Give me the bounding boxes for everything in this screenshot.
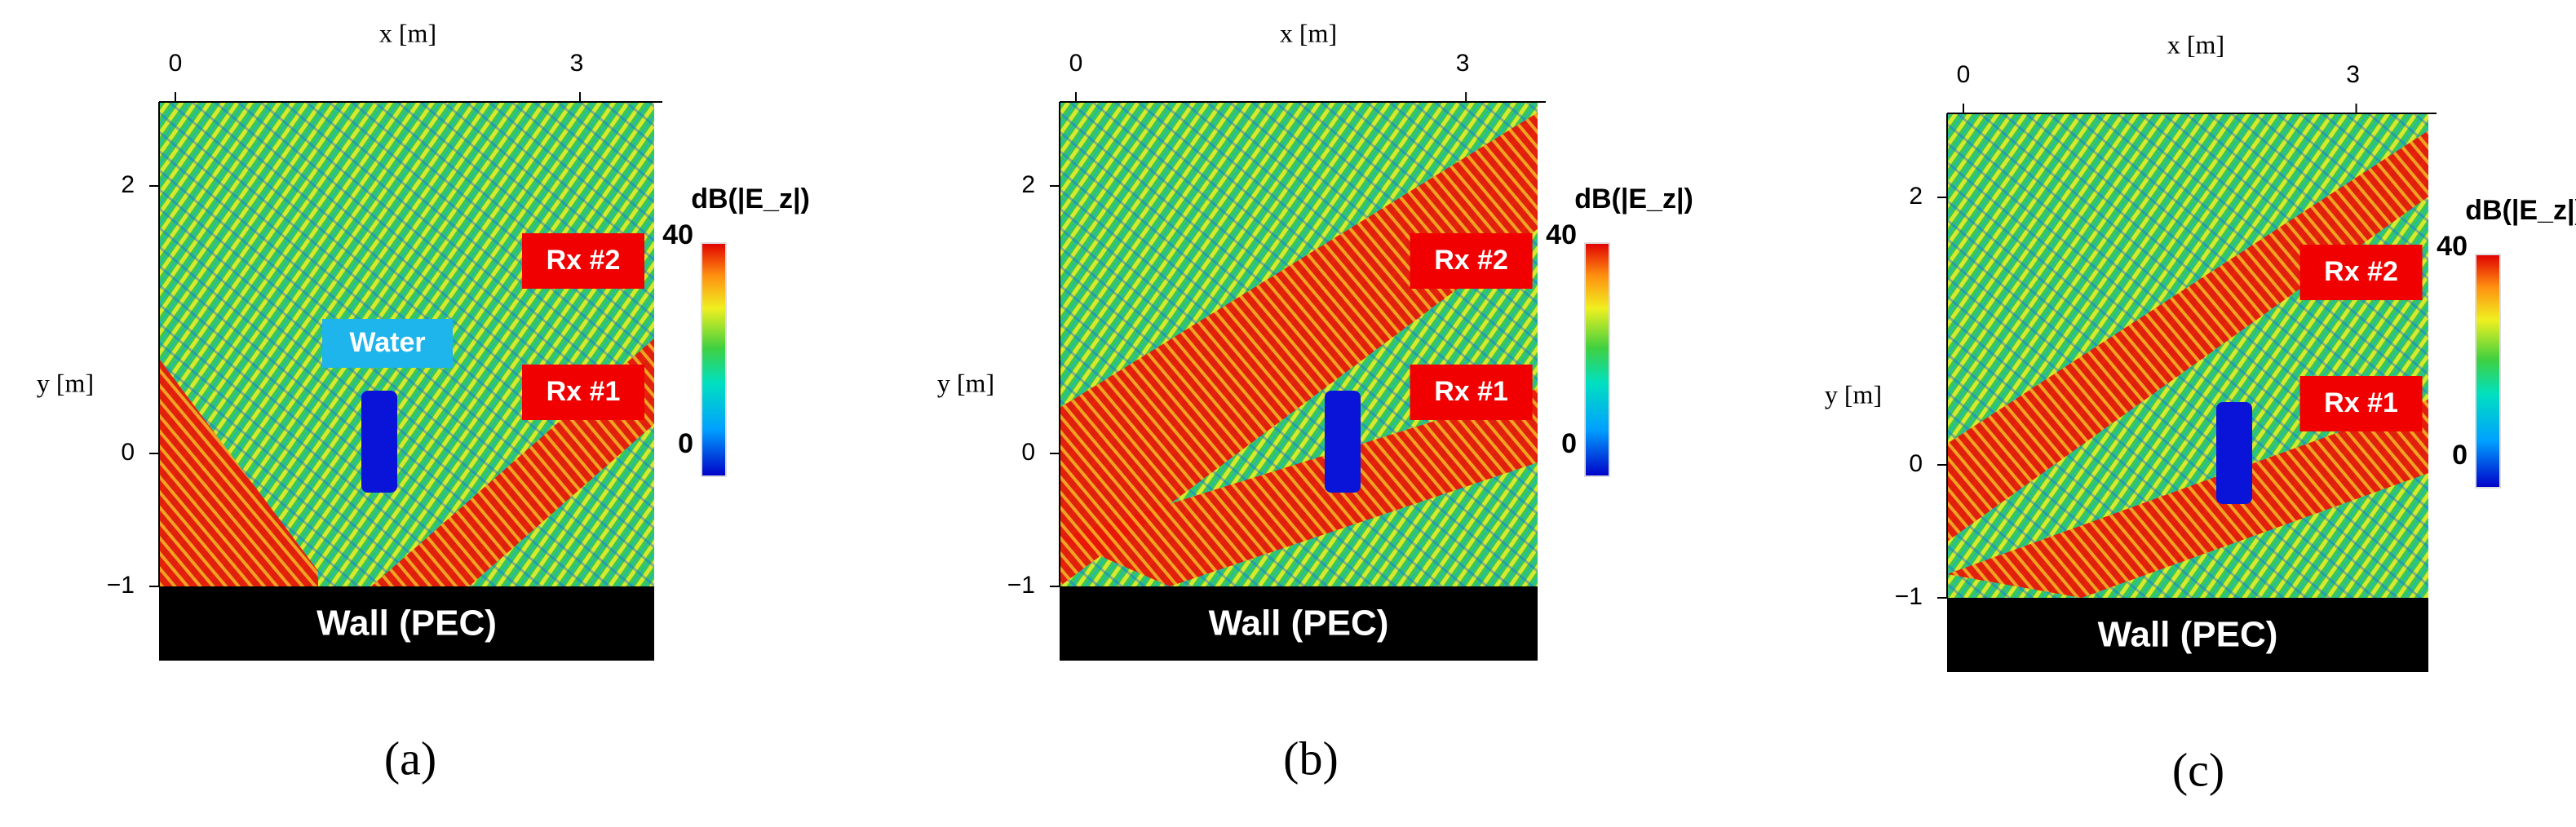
receiver-label: Rx #2 bbox=[1434, 245, 1508, 276]
y-tick-label: 0 bbox=[1909, 450, 1923, 477]
wall bbox=[159, 586, 654, 661]
receiver-box bbox=[1410, 365, 1533, 420]
wall-label: Wall (PEC) bbox=[316, 604, 497, 643]
colorbar bbox=[2475, 254, 2501, 489]
panel: x [m] 0 3 2 0 −1 y [m] Wall (PEC) Rx #2 Rx #1 dB(|… bbox=[937, 18, 1693, 785]
receiver-label: Rx #2 bbox=[547, 245, 621, 276]
x-tick-label: 0 bbox=[169, 50, 183, 77]
receiver-label: Rx #1 bbox=[2324, 387, 2398, 418]
field-map bbox=[1060, 102, 1538, 586]
colorbar-title: dB(|E_z|) bbox=[691, 184, 810, 214]
beam bbox=[1060, 112, 1538, 586]
receiver-label: Rx #1 bbox=[547, 376, 621, 407]
receiver-box bbox=[522, 233, 644, 289]
x-tick-label: 0 bbox=[1069, 50, 1083, 77]
y-tick-label: 2 bbox=[121, 171, 135, 198]
y-tick-label: 0 bbox=[121, 439, 135, 466]
x-tick-label: 0 bbox=[1957, 61, 1971, 88]
colorbar-tick-label: 0 bbox=[1561, 428, 1577, 459]
wall-label: Wall (PEC) bbox=[2098, 615, 2278, 655]
caption: (a) bbox=[384, 732, 436, 785]
y-axis-label: y [m] bbox=[937, 368, 994, 397]
colorbar-title: dB(|E_z|) bbox=[2465, 195, 2576, 226]
water-body bbox=[1325, 391, 1361, 493]
receiver-box bbox=[522, 365, 644, 420]
caption: (c) bbox=[2172, 743, 2224, 796]
x-axis-label: x [m] bbox=[2167, 29, 2224, 59]
y-tick-label: 0 bbox=[1021, 439, 1035, 466]
colorbar-tick-label: 40 bbox=[2437, 231, 2468, 262]
receiver-box bbox=[1410, 233, 1533, 289]
y-tick-label: 2 bbox=[1021, 171, 1035, 198]
receiver-box bbox=[2299, 245, 2423, 300]
colorbar-tick-label: 0 bbox=[678, 428, 693, 459]
colorbar bbox=[701, 242, 727, 477]
x-tick-label: 3 bbox=[1456, 50, 1470, 77]
y-tick-label: −1 bbox=[1007, 572, 1035, 599]
beam bbox=[1060, 388, 1538, 586]
panel: x [m] 0 3 2 0 −1 y [m] Wall (PEC) Rx #2 Rx #1 Wate… bbox=[37, 18, 810, 785]
x-axis-label: x [m] bbox=[379, 18, 436, 47]
y-axis-label: y [m] bbox=[37, 368, 94, 397]
caption: (b) bbox=[1283, 732, 1339, 785]
obstacle-label: Water bbox=[349, 327, 425, 358]
x-tick-label: 3 bbox=[570, 50, 584, 77]
obstacle-box bbox=[322, 319, 453, 368]
panel: x [m] 0 3 2 0 −1 y [m] Wall (PEC) Rx #2 Rx #1 dB(|… bbox=[1825, 29, 2576, 796]
water-body bbox=[2216, 402, 2252, 504]
colorbar-tick-label: 40 bbox=[1546, 219, 1577, 250]
colorbar-tick-label: 40 bbox=[662, 219, 693, 250]
receiver-label: Rx #2 bbox=[2324, 256, 2398, 287]
wall bbox=[1060, 586, 1538, 661]
y-tick-label: −1 bbox=[107, 572, 135, 599]
colorbar-tick-label: 0 bbox=[2452, 440, 2468, 471]
beam bbox=[1947, 400, 2428, 598]
beam bbox=[159, 359, 318, 586]
receiver-label: Rx #1 bbox=[1434, 376, 1508, 407]
field-map bbox=[1947, 113, 2428, 598]
y-tick-label: 2 bbox=[1909, 183, 1923, 210]
wall bbox=[1947, 598, 2428, 672]
y-tick-label: −1 bbox=[1895, 583, 1923, 610]
receiver-box bbox=[2299, 376, 2423, 431]
wall-label: Wall (PEC) bbox=[1209, 604, 1389, 643]
x-tick-label: 3 bbox=[2346, 61, 2360, 88]
y-axis-label: y [m] bbox=[1825, 379, 1882, 409]
colorbar bbox=[1584, 242, 1610, 477]
water-body bbox=[361, 391, 397, 493]
beam bbox=[1947, 130, 2428, 542]
x-axis-label: x [m] bbox=[1280, 18, 1337, 47]
colorbar-title: dB(|E_z|) bbox=[1574, 184, 1693, 214]
